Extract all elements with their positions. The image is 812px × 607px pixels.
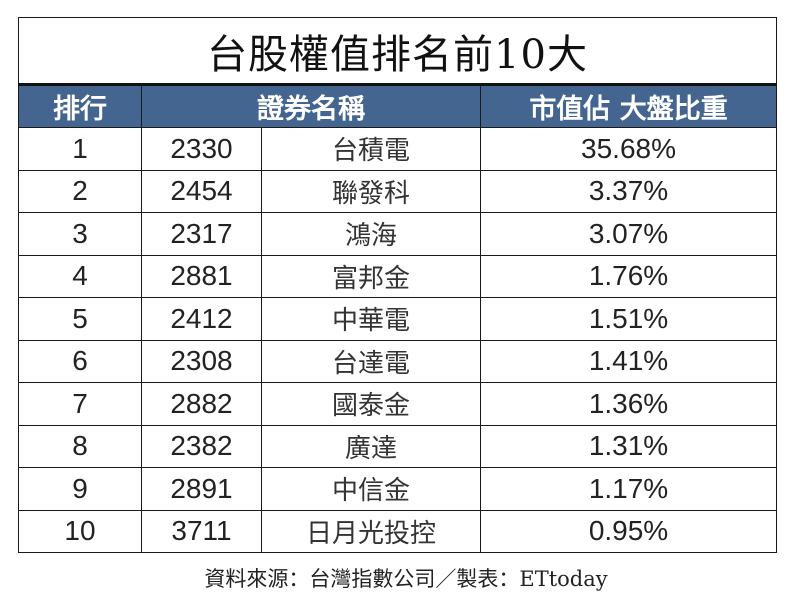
weight-cell: 1.76% [479, 254, 778, 298]
rank-cell: 8 [18, 424, 142, 468]
table-row: 2 2454 聯發科 3.37% [18, 169, 778, 213]
weight-cell: 1.31% [479, 424, 778, 468]
table-row: 7 2882 國泰金 1.36% [18, 382, 778, 426]
table-row: 8 2382 廣達 1.31% [18, 424, 778, 468]
weight-cell: 3.37% [479, 169, 778, 213]
table-row: 9 2891 中信金 1.17% [18, 467, 778, 511]
code-cell: 2382 [141, 424, 262, 468]
ranking-table: 台股權值排名前10大 排行 證券名稱 市值佔 大盤比重 1 2330 台積電 3… [17, 17, 778, 553]
name-cell: 台積電 [261, 127, 481, 171]
weight-cell: 1.17% [479, 467, 778, 511]
header-security-name: 證券名稱 [141, 84, 481, 128]
code-cell: 2454 [141, 169, 262, 213]
table-row: 10 3711 日月光投控 0.95% [18, 509, 778, 553]
weight-cell: 1.51% [479, 297, 778, 341]
rank-cell: 1 [18, 127, 142, 171]
table-row: 1 2330 台積電 35.68% [18, 127, 778, 171]
weight-cell: 1.41% [479, 339, 778, 383]
code-cell: 2412 [141, 297, 262, 341]
name-cell: 台達電 [261, 339, 481, 383]
table-row: 4 2881 富邦金 1.76% [18, 254, 778, 298]
code-cell: 2881 [141, 254, 262, 298]
name-cell: 鴻海 [261, 212, 481, 256]
ranking-table-container: 台股權值排名前10大 排行 證券名稱 市值佔 大盤比重 1 2330 台積電 3… [17, 17, 778, 553]
weight-cell: 3.07% [479, 212, 778, 256]
table-row: 6 2308 台達電 1.41% [18, 339, 778, 383]
rank-cell: 4 [18, 254, 142, 298]
name-cell: 日月光投控 [261, 509, 481, 553]
weight-cell: 1.36% [479, 382, 778, 426]
code-cell: 2330 [141, 127, 262, 171]
source-footnote: 資料來源：台灣指數公司／製表：ETtoday [204, 567, 608, 591]
code-cell: 2882 [141, 382, 262, 426]
table-row: 3 2317 鴻海 3.07% [18, 212, 778, 256]
code-cell: 3711 [141, 509, 262, 553]
code-cell: 2317 [141, 212, 262, 256]
weight-cell: 0.95% [479, 509, 778, 553]
rank-cell: 6 [18, 339, 142, 383]
name-cell: 富邦金 [261, 254, 481, 298]
code-cell: 2308 [141, 339, 262, 383]
rank-cell: 5 [18, 297, 142, 341]
rank-cell: 9 [18, 467, 142, 511]
name-cell: 國泰金 [261, 382, 481, 426]
table-row: 5 2412 中華電 1.51% [18, 297, 778, 341]
weight-cell: 35.68% [479, 127, 778, 171]
rank-cell: 7 [18, 382, 142, 426]
name-cell: 廣達 [261, 424, 481, 468]
rank-cell: 10 [18, 509, 142, 553]
name-cell: 聯發科 [261, 169, 481, 213]
rank-cell: 3 [18, 212, 142, 256]
header-market-weight: 市值佔 大盤比重 [479, 84, 778, 128]
code-cell: 2891 [141, 467, 262, 511]
name-cell: 中華電 [261, 297, 481, 341]
name-cell: 中信金 [261, 467, 481, 511]
rank-cell: 2 [18, 169, 142, 213]
table-title: 台股權值排名前10大 [17, 17, 778, 86]
header-row: 排行 證券名稱 市值佔 大盤比重 [18, 84, 778, 128]
header-rank: 排行 [18, 84, 142, 128]
